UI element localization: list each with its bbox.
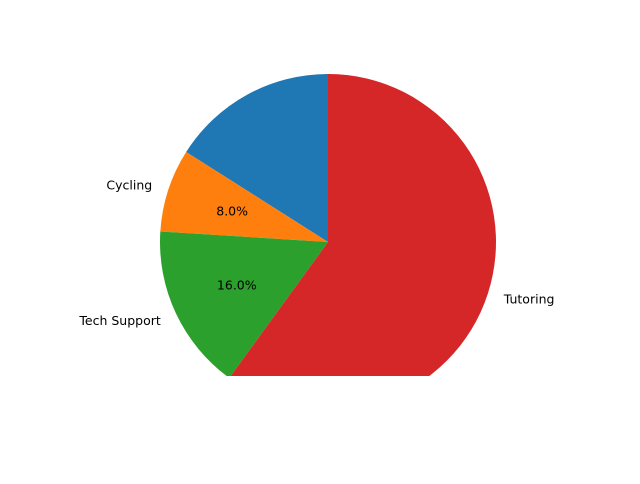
pie-category-label: Tutoring <box>503 292 555 307</box>
pie-percent-label: 8.0% <box>216 203 248 218</box>
pie-percent-label: 16.0% <box>217 277 257 292</box>
pie-slice-tutoring <box>230 74 496 376</box>
pie-slices <box>160 74 496 376</box>
pie-category-labels: Cycling Tech Support Tutoring <box>78 177 554 328</box>
pie-slice-tech-support <box>160 231 328 376</box>
pie-percent-labels: 8.0% 16.0% <box>216 203 257 292</box>
pie-category-label: Cycling <box>106 177 152 192</box>
pie-category-label: Tech Support <box>78 313 160 328</box>
pie-slice-cycling <box>160 151 328 242</box>
pie-slice-unlabeled-0 <box>186 74 328 242</box>
